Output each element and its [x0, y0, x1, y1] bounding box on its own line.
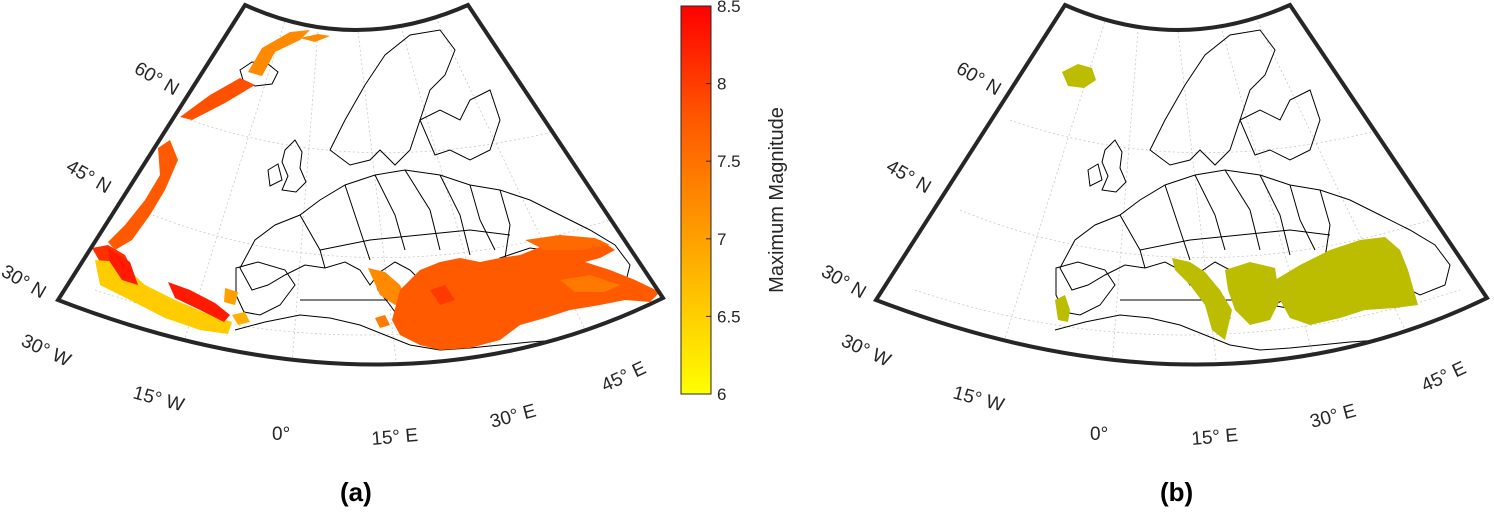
- zone-turkey: [1275, 237, 1418, 325]
- lon-label-15w-b: 15° W: [951, 383, 1007, 417]
- colorbar-tick-label: 7.5: [717, 152, 741, 171]
- lat-label-45n-a: 45° N: [63, 156, 115, 198]
- lon-label-30w-b: 30° W: [838, 330, 894, 371]
- lon-label-30w-a: 30° W: [18, 330, 74, 371]
- colorbar-title: Maximum Magnitude: [766, 107, 788, 293]
- panel-label-a: (a): [340, 477, 372, 507]
- colorbar: 8.5 8 7.5 7 6.5 6 Maximum Magnitude: [680, 0, 788, 404]
- seismic-zones-a: [92, 30, 660, 350]
- lon-label-15e-b: 15° E: [1191, 425, 1239, 450]
- panel-label-b: (b): [1160, 477, 1193, 507]
- lon-label-45e-b: 45° E: [1418, 358, 1469, 397]
- lon-label-30e-b: 30° E: [1308, 400, 1359, 432]
- lon-label-15e-a: 15° E: [371, 425, 419, 450]
- lon-label-30e-a: 30° E: [488, 400, 539, 432]
- lon-label-45e-a: 45° E: [598, 358, 649, 397]
- map-panel-a: 60° N 45° N 30° N 30° W 15° W 0° 15° E 3…: [0, 2, 666, 507]
- lat-label-60n-b: 60° N: [953, 58, 1005, 100]
- zone-greece: [1225, 262, 1280, 325]
- zone-iceland: [1062, 64, 1096, 88]
- colorbar-tick-label: 8: [717, 75, 726, 94]
- map-panel-b: 60° N 45° N 30° N 30° W 15° W 0° 15° E 3…: [818, 2, 1490, 507]
- lon-label-0-b: 0°: [1090, 424, 1108, 445]
- lon-label-15w-a: 15° W: [131, 383, 187, 417]
- seismic-zones-b: [1055, 64, 1418, 340]
- colorbar-ticks: 8.5 8 7.5 7 6.5 6: [706, 0, 741, 404]
- lon-label-0-a: 0°: [272, 424, 290, 445]
- lat-label-30n-b: 30° N: [818, 261, 870, 303]
- colorbar-tick-label: 6: [717, 385, 726, 404]
- colorbar-tick-label: 8.5: [717, 0, 741, 16]
- zone-iberia: [1055, 295, 1070, 322]
- map-frame-a: [55, 2, 666, 367]
- lat-label-60n-a: 60° N: [131, 58, 183, 100]
- lat-label-30n-a: 30° N: [0, 261, 49, 303]
- lat-label-45n-b: 45° N: [883, 156, 935, 198]
- colorbar-tick-label: 6.5: [717, 307, 741, 326]
- colorbar-tick-label: 7: [717, 230, 726, 249]
- colorbar-gradient: [680, 5, 712, 395]
- map-frame-b: [872, 2, 1490, 367]
- zone-italy: [1172, 258, 1232, 340]
